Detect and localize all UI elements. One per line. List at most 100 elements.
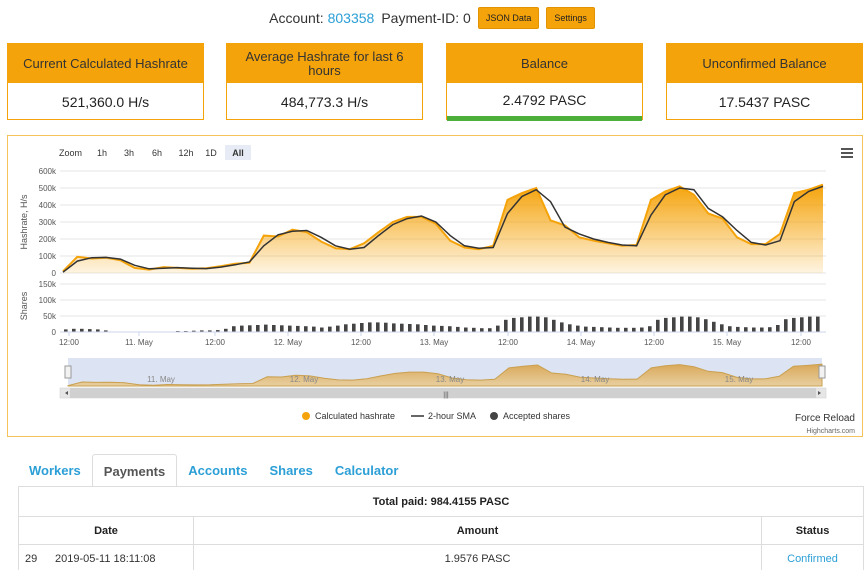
shares-bar (648, 326, 652, 332)
shares-bar (448, 326, 452, 332)
shares-bar (584, 326, 588, 332)
shares-bar (384, 322, 388, 332)
hashrate-axis-label: Hashrate, H/s (19, 194, 29, 250)
hashrate-chart: Zoom 1h 3h 6h 12h 1D All Hashrate, H/s Shares… (19, 145, 855, 435)
shares-bar (624, 327, 628, 332)
zoom-button-all[interactable]: All (225, 145, 251, 160)
shares-bar (264, 324, 268, 332)
row-status-link[interactable]: Confirmed (787, 553, 838, 565)
shares-bar (592, 326, 596, 332)
shares-bar (640, 327, 644, 332)
shares-bar (688, 316, 692, 332)
tab-workers[interactable]: Workers (29, 463, 81, 478)
shares-bar (400, 323, 404, 332)
hashrate-tick-label: 100k (39, 252, 57, 261)
shares-bar (464, 327, 468, 332)
json-data-button[interactable]: JSON Data (477, 7, 540, 29)
stat-value: 484,773.3 H/s (280, 93, 369, 110)
shares-bar (432, 325, 436, 332)
row-amount: 1.9576 PASC (194, 545, 762, 570)
col-amount: Amount (194, 517, 762, 544)
shares-bar (488, 328, 492, 332)
tab-bar: Workers Payments Accounts Shares Calcula… (18, 454, 409, 487)
shares-bar (632, 327, 636, 332)
x-tick-label: 12:00 (205, 338, 226, 347)
legend-label: Accepted shares (503, 411, 571, 421)
tab-calculator[interactable]: Calculator (334, 463, 399, 478)
shares-bar (408, 324, 412, 332)
hamburger-icon[interactable] (841, 148, 853, 158)
payment-id-label: Payment-ID: 0 (381, 10, 471, 26)
zoom-label: Zoom (59, 148, 82, 158)
shares-axis-label: Shares (19, 291, 29, 320)
shares-bar (728, 326, 732, 332)
tab-accounts[interactable]: Accounts (188, 463, 248, 478)
zoom-button-6h[interactable]: 6h (152, 148, 162, 158)
x-tick-label: 12. May (274, 338, 302, 347)
x-tick-label: 12:00 (59, 338, 80, 347)
legend-label: Calculated hashrate (315, 411, 395, 421)
shares-bar (424, 325, 428, 332)
shares-bar (208, 330, 212, 332)
shares-bar (496, 325, 500, 332)
x-tick-label: 14. May (567, 338, 595, 347)
chart-legend: Calculated hashrate 2-hour SMA Accepted … (302, 411, 571, 421)
shares-bar (600, 327, 604, 332)
shares-bar (288, 325, 292, 332)
series-sma-line (62, 185, 824, 273)
zoom-button-label: 12h (178, 148, 193, 158)
highcharts-credit: Highcharts.com (806, 428, 855, 435)
shares-bar (480, 328, 484, 332)
shares-bar (616, 327, 620, 332)
shares-bar (360, 323, 364, 332)
shares-bar (816, 316, 820, 332)
row-number: 29 (25, 553, 38, 565)
shares-bar (72, 328, 76, 332)
legend-item-accepted-shares[interactable]: Accepted shares (490, 411, 571, 421)
zoom-button-1d[interactable]: 1D (205, 148, 217, 158)
hashrate-tick-label: 300k (39, 218, 57, 227)
shares-tick-label: 150k (39, 280, 57, 289)
legend-label: 2-hour SMA (428, 411, 476, 421)
col-date: Date (19, 517, 194, 544)
x-tick-label: 12:00 (644, 338, 665, 347)
shares-bar (720, 324, 724, 332)
shares-bar (272, 325, 276, 332)
legend-item-sma[interactable]: 2-hour SMA (411, 411, 476, 421)
shares-bar (776, 325, 780, 332)
shares-bar (104, 330, 108, 332)
hashrate-chart-panel: Zoom 1h 3h 6h 12h 1D All Hashrate, H/s Shares… (7, 135, 863, 437)
hashrate-tick-label: 400k (39, 201, 57, 210)
tab-shares[interactable]: Shares (269, 463, 313, 478)
navigator-handle-right[interactable] (818, 365, 826, 379)
shares-bar (88, 329, 92, 332)
shares-bar (240, 325, 244, 332)
zoom-button-label: 3h (124, 148, 134, 158)
tab-payments[interactable]: Payments (91, 454, 178, 487)
zoom-button-1h[interactable]: 1h (97, 148, 107, 158)
legend-item-calculated-hashrate[interactable]: Calculated hashrate (302, 411, 395, 421)
shares-bar (536, 316, 540, 332)
zoom-button-12h[interactable]: 12h (178, 148, 193, 158)
stat-average-hashrate: Average Hashrate for last 6 hours 484,77… (226, 43, 423, 120)
zoom-selected-bg[interactable] (225, 145, 251, 160)
hashrate-tick-label: 200k (39, 235, 57, 244)
x-tick-label: 11. May (125, 338, 153, 347)
account-id-link[interactable]: 803358 (327, 10, 375, 26)
shares-bar (736, 326, 740, 332)
shares-bar (512, 317, 516, 332)
balance-progress-bar (447, 116, 642, 121)
hashrate-tick-label: 600k (39, 167, 57, 176)
zoom-button-3h[interactable]: 3h (124, 148, 134, 158)
zoom-button-label: 1h (97, 148, 107, 158)
shares-bar (520, 317, 524, 332)
navigator-scrollbar-thumb[interactable] (70, 388, 816, 398)
navigator-area (67, 363, 823, 387)
shares-bar (672, 317, 676, 332)
shares-bar (808, 316, 812, 332)
row-date: 2019-05-11 18:11:08 (55, 553, 156, 565)
force-reload-link[interactable]: Force Reload (795, 413, 855, 424)
settings-button[interactable]: Settings (546, 7, 595, 29)
shares-bar (696, 317, 700, 332)
navigator-handle-left[interactable] (64, 365, 72, 379)
